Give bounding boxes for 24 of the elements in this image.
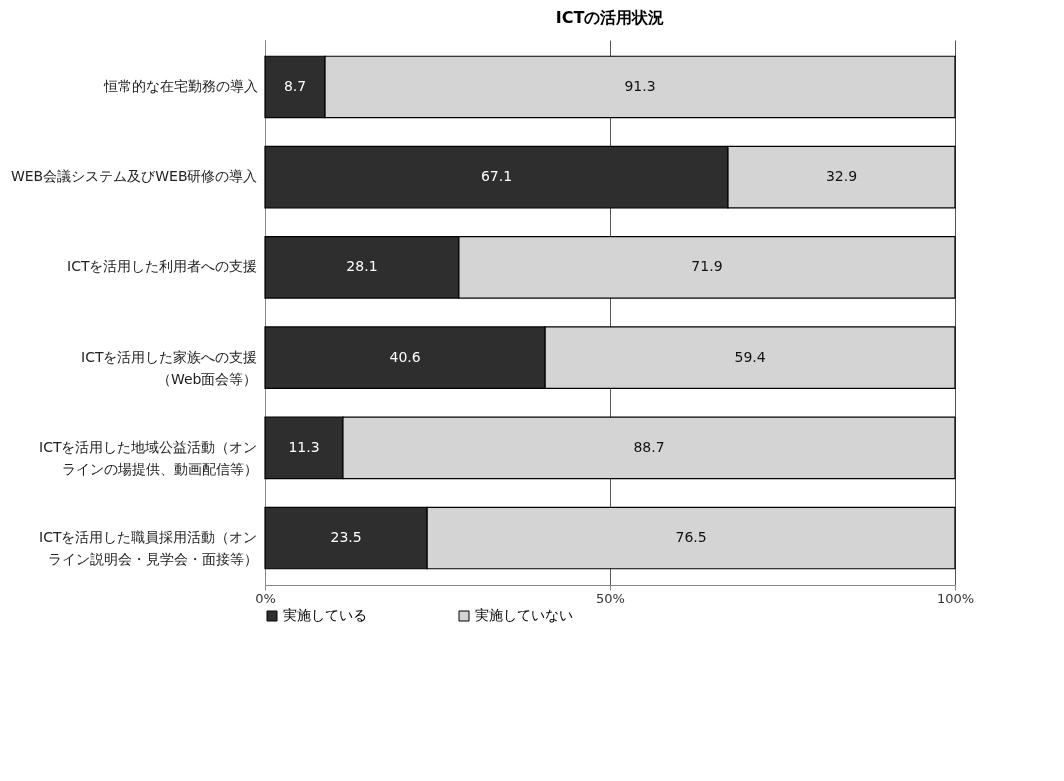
data-label: 67.1 [480,168,513,185]
y-tick-label: ICTを活用した利用者への支援 [67,258,258,275]
data-label: 88.7 [633,438,665,455]
data-label: 28.1 [346,258,378,275]
data-label: 23.5 [330,529,362,546]
y-tick-label: 恒常的な在宅勤務の導入 [102,77,258,94]
data-label: 8.7 [283,77,307,94]
data-label: 11.3 [288,438,320,455]
y-tick-label: WEB会議システム及びWEB研修の導入 [10,168,258,185]
data-label: 71.9 [691,258,723,275]
legend-label: 実施していない [475,607,573,623]
data-label: 59.4 [734,348,766,365]
x-tick-label: 0% [255,590,276,606]
data-label: 32.9 [825,168,858,185]
y-tick-label: ICTを活用した地域公益活動（オンラインの場提供、動画配信等） [39,438,258,477]
x-tick-label: 50% [596,590,625,606]
y-tick-label: ICTを活用した職員採用活動（オンライン説明会・見学会・面接等） [39,529,258,568]
data-label: 91.3 [624,77,656,94]
data-label: 40.6 [389,348,421,365]
chart-title: ICTの活用状況 [555,8,665,27]
data-label: 76.5 [675,529,707,546]
legend-label: 実施している [283,607,367,623]
y-tick-label: ICTを活用した家族への支援（Web面会等） [81,348,258,387]
x-tick-label: 100% [936,590,975,606]
